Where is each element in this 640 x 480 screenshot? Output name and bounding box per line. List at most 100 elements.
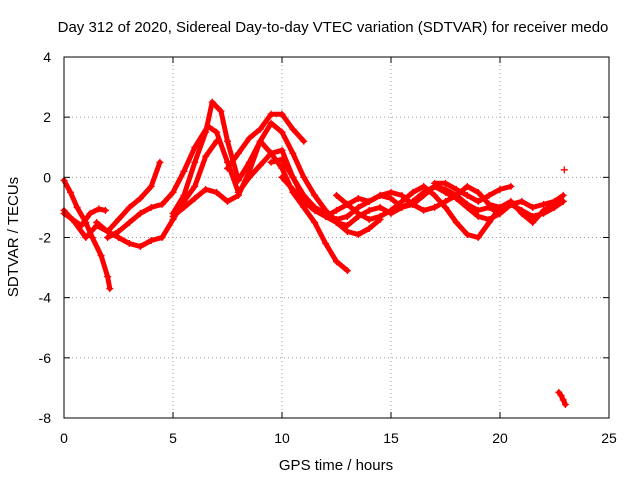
data-point — [158, 200, 166, 208]
data-point — [180, 167, 188, 175]
data-point — [180, 191, 188, 199]
data-point — [256, 161, 264, 169]
data-point — [224, 164, 231, 172]
series-line — [225, 111, 307, 171]
data-point — [234, 188, 242, 196]
data-point — [267, 149, 275, 157]
data-point — [343, 212, 351, 220]
data-point — [529, 203, 537, 211]
data-point — [208, 98, 216, 106]
data-point — [202, 185, 210, 193]
series-track-m — [431, 179, 515, 205]
series-line — [432, 180, 514, 204]
x-tick-label: 5 — [169, 430, 177, 446]
y-axis-label: SDTVAR / TECUs — [5, 177, 22, 297]
data-point — [278, 110, 286, 118]
data-point — [147, 182, 155, 190]
data-point — [191, 143, 199, 151]
data-point — [365, 215, 373, 223]
y-tick-label: 2 — [43, 109, 51, 125]
y-tick-label: -2 — [39, 230, 52, 246]
data-point — [496, 185, 504, 193]
data-point — [202, 152, 210, 160]
data-point — [106, 285, 114, 293]
data-point — [125, 203, 133, 211]
data-point — [256, 125, 264, 133]
data-point — [365, 197, 373, 205]
data-point — [452, 185, 460, 193]
x-tick-label: 20 — [492, 430, 508, 446]
data-point — [278, 128, 286, 136]
chart-title: Day 312 of 2020, Sidereal Day-to-day VTE… — [58, 19, 609, 36]
data-point — [420, 188, 428, 196]
data-point — [300, 203, 308, 211]
data-point — [387, 194, 395, 202]
data-point — [311, 218, 319, 226]
data-point — [147, 237, 155, 245]
x-tick-label: 10 — [274, 430, 290, 446]
data-point — [234, 176, 242, 184]
data-point — [557, 391, 565, 399]
data-point — [343, 267, 351, 275]
data-point — [560, 166, 568, 174]
data-point — [95, 205, 103, 213]
data-point — [136, 194, 144, 202]
data-point — [474, 206, 482, 214]
data-point — [300, 173, 308, 181]
data-point — [213, 188, 221, 196]
data-point — [278, 155, 286, 163]
series-isolated-point — [560, 166, 568, 174]
data-point — [125, 218, 133, 226]
data-point — [485, 191, 493, 199]
data-point — [67, 188, 75, 196]
data-point — [191, 158, 199, 166]
data-point — [217, 107, 225, 115]
data-point — [409, 200, 417, 208]
data-point — [485, 218, 493, 226]
data-point — [365, 224, 373, 232]
data-point — [409, 188, 417, 196]
data-point — [278, 173, 286, 181]
data-point — [463, 191, 471, 199]
data-point — [398, 197, 406, 205]
data-point — [431, 179, 439, 187]
data-point — [256, 137, 264, 145]
data-point — [343, 227, 351, 235]
data-point — [354, 203, 362, 211]
data-point — [474, 234, 482, 241]
data-point — [104, 234, 112, 241]
data-point — [442, 188, 449, 196]
grid-lines — [64, 57, 609, 418]
data-point — [245, 173, 253, 181]
x-tick-label: 25 — [601, 430, 617, 446]
data-point — [559, 191, 567, 199]
data-point — [115, 234, 122, 241]
data-point — [354, 209, 362, 217]
data-point — [202, 128, 210, 136]
y-tick-label: 4 — [43, 49, 51, 65]
data-point — [245, 134, 253, 142]
data-point — [267, 110, 275, 118]
data-point — [442, 179, 449, 187]
data-point — [136, 243, 144, 251]
data-point — [420, 182, 428, 190]
data-point — [104, 273, 112, 281]
data-point — [278, 164, 286, 172]
series-outliers-end — [555, 388, 569, 408]
data-point — [333, 206, 340, 214]
y-tick-label: 0 — [43, 169, 51, 185]
data-point — [376, 191, 384, 199]
data-point — [267, 158, 275, 166]
data-point — [474, 197, 482, 205]
data-point — [507, 197, 515, 205]
axis-ticks: 0 5 10 15 20 25 -8 -6 -4 -2 0 2 4 — [39, 49, 617, 446]
data-point — [289, 173, 297, 181]
data-point — [398, 191, 406, 199]
y-tick-label: -4 — [39, 290, 52, 306]
data-point — [322, 240, 330, 248]
data-point — [420, 206, 428, 214]
data-point — [540, 200, 548, 208]
data-point — [289, 185, 297, 193]
data-point — [115, 215, 122, 223]
